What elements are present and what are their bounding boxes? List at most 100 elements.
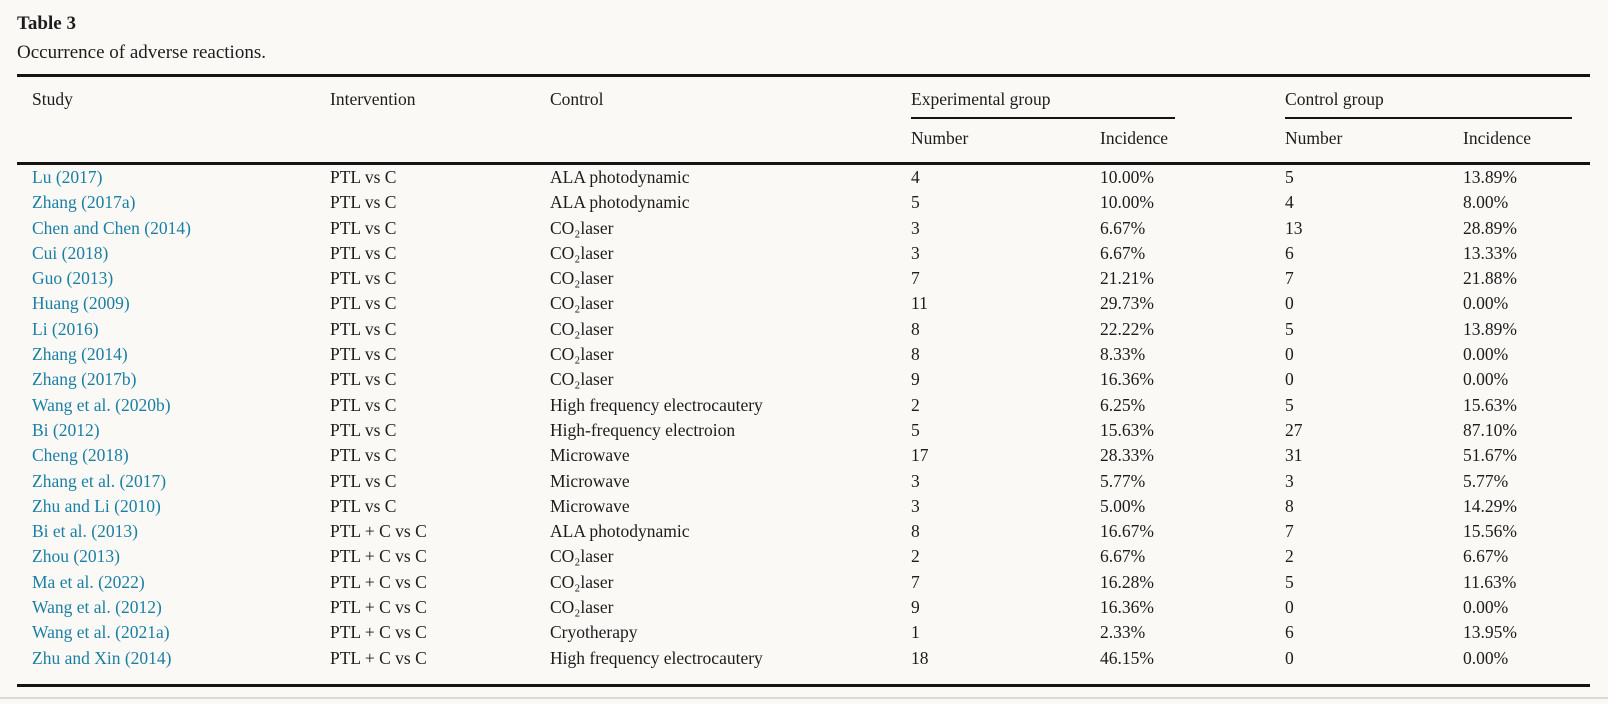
group-header-experimental: Experimental group (896, 76, 1270, 119)
study-citation-link[interactable]: Cheng (2018) (32, 445, 129, 466)
col-header-ctrl-number: Number (1285, 128, 1343, 148)
control-cell: CO₂laser (550, 217, 614, 238)
control-cell: CO₂laser (550, 571, 614, 592)
intervention-cell: PTL vs C (330, 268, 397, 289)
control-cell: Cryotherapy (550, 622, 638, 643)
exp-incidence-cell: 46.15% (1100, 647, 1154, 668)
ctrl-incidence-cell: 0.00% (1463, 293, 1509, 314)
ctrl-incidence-cell: 6.67% (1463, 546, 1509, 567)
study-citation-link[interactable]: Zhang (2017b) (32, 369, 137, 390)
exp-incidence-cell: 10.00% (1100, 192, 1154, 213)
study-cell: Bi (2012) (17, 418, 315, 443)
exp-incidence-cell: 6.67% (1100, 242, 1146, 263)
study-cell: Zhou (2013) (17, 544, 315, 569)
intervention-cell: PTL + C vs C (330, 597, 427, 618)
exp-incidence-cell: 28.33% (1100, 445, 1154, 466)
control-cell: High frequency electrocautery (550, 394, 763, 415)
exp-incidence-cell: 29.73% (1100, 293, 1154, 314)
study-cell: Lu (2017) (17, 164, 315, 191)
table-row: Huang (2009) PTL vs C CO₂laser 11 29.73%… (17, 291, 1590, 316)
intervention-cell: PTL vs C (330, 217, 397, 238)
study-citation-link[interactable]: Cui (2018) (32, 242, 109, 263)
ctrl-incidence-cell: 87.10% (1463, 419, 1517, 440)
study-citation-link[interactable]: Zhang et al. (2017) (32, 470, 167, 491)
exp-incidence-cell: 21.21% (1100, 268, 1154, 289)
study-citation-link[interactable]: Zhang (2017a) (32, 192, 136, 213)
study-citation-link[interactable]: Guo (2013) (32, 268, 114, 289)
exp-incidence-cell: 5.00% (1100, 495, 1146, 516)
exp-incidence-cell: 10.00% (1100, 167, 1154, 187)
exp-number-cell: 5 (911, 419, 920, 440)
study-citation-link[interactable]: Ma et al. (2022) (32, 571, 145, 592)
table-body: Lu (2017) PTL vs C ALA photodynamic 4 10… (17, 164, 1590, 686)
exp-number-cell: 8 (911, 344, 920, 365)
study-cell: Guo (2013) (17, 266, 315, 291)
study-citation-link[interactable]: Li (2016) (32, 318, 99, 339)
study-cell: Chen and Chen (2014) (17, 216, 315, 241)
exp-incidence-cell: 22.22% (1100, 318, 1154, 339)
ctrl-number-cell: 5 (1285, 394, 1294, 415)
intervention-cell: PTL + C vs C (330, 622, 427, 643)
study-citation-link[interactable]: Bi et al. (2013) (32, 521, 138, 542)
study-cell: Huang (2009) (17, 291, 315, 316)
study-citation-link[interactable]: Wang et al. (2021a) (32, 622, 170, 643)
study-cell: Zhang et al. (2017) (17, 469, 315, 494)
control-cell: CO₂laser (550, 268, 614, 289)
study-citation-link[interactable]: Chen and Chen (2014) (32, 217, 191, 238)
ctrl-incidence-cell: 13.33% (1463, 242, 1517, 263)
exp-incidence-cell: 6.25% (1100, 394, 1146, 415)
study-citation-link[interactable]: Wang et al. (2012) (32, 597, 162, 618)
intervention-cell: PTL + C vs C (330, 571, 427, 592)
control-cell: ALA photodynamic (550, 192, 690, 213)
intervention-cell: PTL vs C (330, 167, 397, 187)
ctrl-number-cell: 5 (1285, 571, 1294, 592)
table-row: Wang et al. (2012) PTL + C vs C CO₂laser… (17, 595, 1590, 620)
exp-incidence-cell: 8.33% (1100, 344, 1146, 365)
control-cell: ALA photodynamic (550, 521, 690, 542)
intervention-cell: PTL vs C (330, 344, 397, 365)
ctrl-incidence-cell: 15.63% (1463, 394, 1517, 415)
study-citation-link[interactable]: Bi (2012) (32, 419, 100, 440)
study-cell: Zhang (2014) (17, 342, 315, 367)
ctrl-incidence-cell: 0.00% (1463, 647, 1509, 668)
control-cell: CO₂laser (550, 318, 614, 339)
exp-number-cell: 7 (911, 268, 920, 289)
col-header-intervention: Intervention (330, 89, 416, 109)
study-citation-link[interactable]: Huang (2009) (32, 293, 130, 314)
study-cell: Li (2016) (17, 317, 315, 342)
table-row: Chen and Chen (2014) PTL vs C CO₂laser 3… (17, 216, 1590, 241)
ctrl-number-cell: 0 (1285, 647, 1294, 668)
study-citation-link[interactable]: Zhu and Li (2010) (32, 495, 161, 516)
page-bottom-divider (0, 697, 1608, 699)
group-header-control-label: Control group (1285, 89, 1573, 119)
exp-number-cell: 7 (911, 571, 920, 592)
exp-number-cell: 5 (911, 192, 920, 213)
control-cell: CO₂laser (550, 597, 614, 618)
ctrl-number-cell: 5 (1285, 167, 1294, 187)
intervention-cell: PTL vs C (330, 369, 397, 390)
table-number-title: Table 3 (17, 13, 76, 34)
table-row: Li (2016) PTL vs C CO₂laser 8 22.22% 5 1… (17, 317, 1590, 342)
table-header: Study Intervention Control Experimental … (17, 76, 1591, 164)
ctrl-number-cell: 7 (1285, 268, 1294, 289)
study-citation-link[interactable]: Zhang (2014) (32, 344, 128, 365)
exp-incidence-cell: 16.36% (1100, 369, 1154, 390)
study-cell: Wang et al. (2021a) (17, 620, 315, 645)
ctrl-number-cell: 6 (1285, 622, 1294, 643)
col-header-exp-number: Number (911, 128, 969, 148)
study-citation-link[interactable]: Zhou (2013) (32, 546, 120, 567)
table-row: Bi et al. (2013) PTL + C vs C ALA photod… (17, 519, 1590, 544)
ctrl-incidence-cell: 8.00% (1463, 192, 1509, 213)
exp-number-cell: 9 (911, 369, 920, 390)
study-citation-link[interactable]: Zhu and Xin (2014) (32, 647, 172, 668)
exp-incidence-cell: 16.36% (1100, 597, 1154, 618)
exp-number-cell: 3 (911, 470, 920, 491)
control-cell: Microwave (550, 470, 630, 491)
exp-number-cell: 4 (911, 167, 920, 187)
ctrl-number-cell: 2 (1285, 546, 1294, 567)
control-cell: High-frequency electroion (550, 419, 736, 440)
exp-number-cell: 17 (911, 445, 929, 466)
study-citation-link[interactable]: Lu (2017) (32, 167, 103, 187)
study-citation-link[interactable]: Wang et al. (2020b) (32, 394, 171, 415)
table-row: Zhang et al. (2017) PTL vs C Microwave 3… (17, 469, 1590, 494)
